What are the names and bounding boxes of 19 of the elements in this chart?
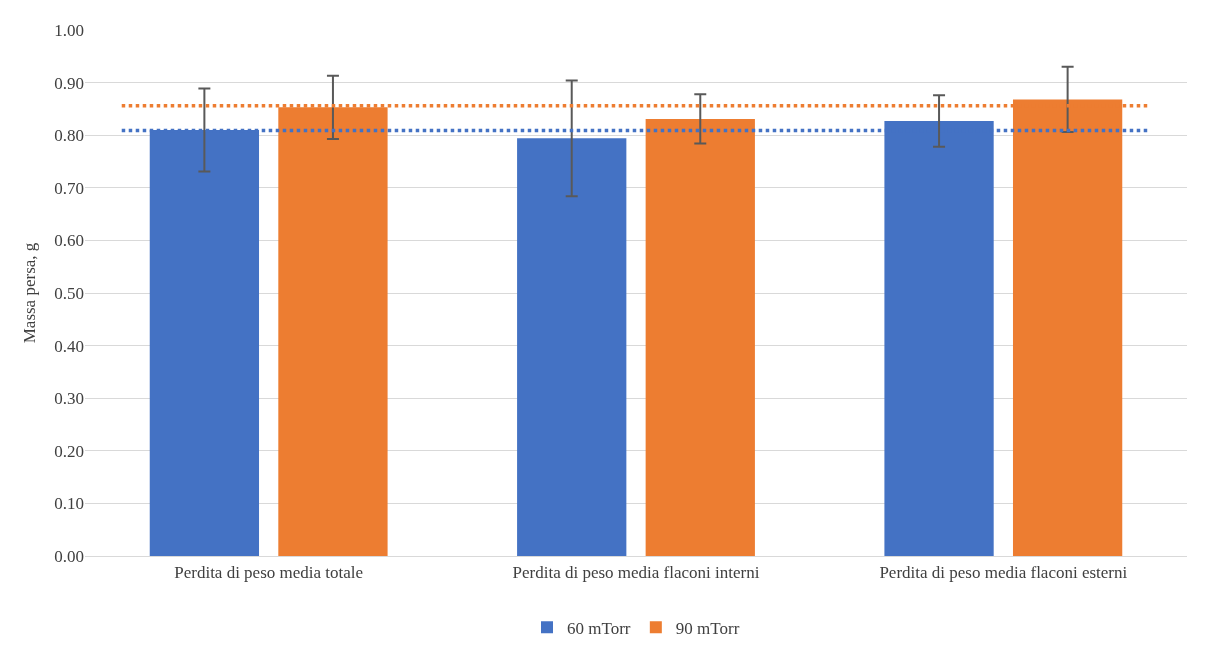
y-tick-label: 0.10 [54, 494, 84, 514]
x-tick-label: Perdita di peso media flaconi esterni [879, 562, 1128, 582]
y-tick-label: 0.70 [54, 178, 84, 198]
bar [645, 118, 755, 556]
y-tick-label: 1.00 [54, 20, 84, 40]
y-tick-label: 0.30 [54, 389, 84, 409]
y-tick-label: 0.80 [54, 126, 84, 146]
x-tick-label: Perdita di peso media totale [174, 562, 364, 582]
x-tick-label: Perdita di peso media flaconi interni [512, 562, 760, 582]
legend-label: 60 mTorr [567, 618, 631, 638]
y-tick-label: 0.90 [54, 73, 84, 93]
bar [517, 138, 627, 556]
y-tick-label: 0.00 [54, 546, 84, 566]
y-tick-label: 0.40 [54, 336, 84, 356]
legend-label: 90 mTorr [675, 618, 740, 638]
y-tick-label: 0.20 [54, 441, 84, 461]
y-tick-label: 0.60 [54, 231, 84, 251]
y-tick-label: 0.50 [54, 283, 84, 303]
y-axis-title: Massa persa, g [19, 242, 39, 344]
